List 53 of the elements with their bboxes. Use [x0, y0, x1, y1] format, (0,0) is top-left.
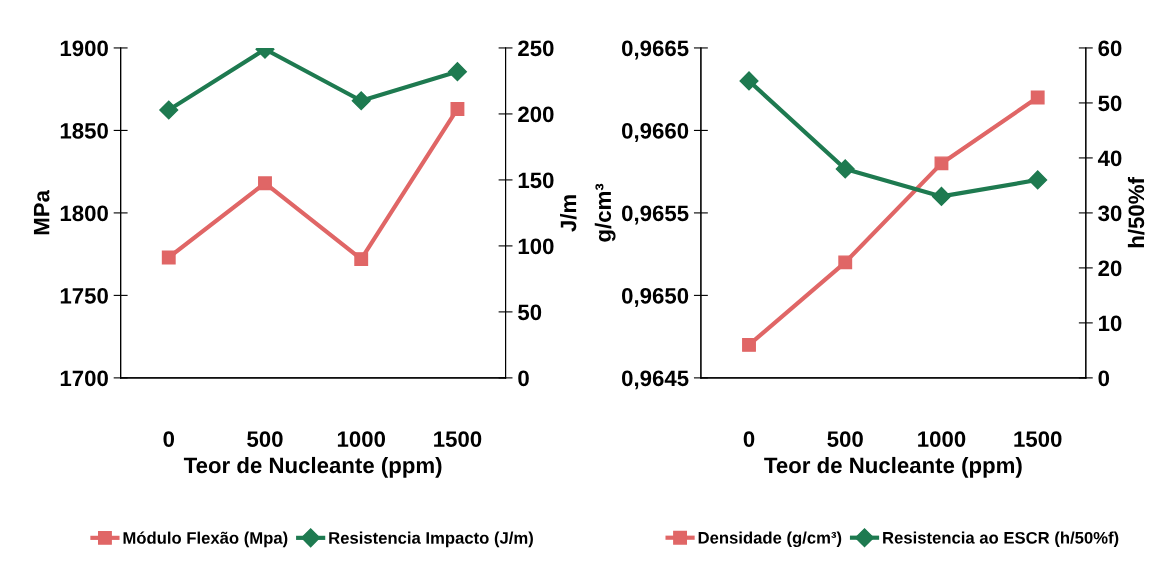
x-tick-label: 1000 [918, 431, 966, 447]
point [742, 337, 756, 352]
point [835, 159, 855, 179]
y2-tick-label: 50 [518, 304, 542, 321]
legend-label: Resistencia ao ESCR (h/50%f) [883, 531, 1119, 547]
y-tick-label: 1800 [60, 205, 108, 222]
legend-label: Resistencia Impacto (J/m) [329, 531, 533, 548]
y-axis-title: g/cm³ [594, 183, 616, 242]
y2-tick-label: 150 [518, 172, 554, 189]
point [161, 250, 176, 265]
point [450, 102, 465, 116]
y-tick-label: 0,9665 [622, 40, 689, 60]
y2-tick-label: 60 [1098, 40, 1122, 57]
y2-tick-label: 200 [518, 106, 554, 123]
legend-label: Densidade (g/cm³) [698, 531, 842, 548]
y2-tick-label: 250 [518, 40, 554, 57]
point [258, 176, 272, 191]
x-tick-label: 500 [827, 431, 863, 447]
y-tick-label: 0,9655 [622, 205, 689, 225]
point [934, 156, 949, 171]
legend-label: Módulo Flexão (Mpa) [123, 531, 288, 548]
y2-tick-label: 30 [1098, 205, 1122, 222]
x-axis-title: Teor de Nucleante (ppm) [764, 456, 1022, 478]
point [739, 71, 759, 91]
y-tick-label: 1700 [60, 370, 108, 387]
x-tick-label: 1500 [434, 431, 482, 447]
y2-tick-label: 0 [518, 370, 529, 387]
point [1028, 170, 1048, 190]
point [354, 252, 369, 267]
y-tick-label: 1750 [60, 287, 108, 304]
y2-axis-title: J/m [559, 195, 577, 232]
y-axis-title: MPa [33, 189, 50, 235]
y-tick-label: 1850 [60, 122, 108, 139]
y2-tick-label: 10 [1099, 315, 1122, 332]
y2-axis-title: h/50%f [1127, 177, 1145, 248]
x-axis-title: Teor de Nucleante (ppm) [183, 456, 442, 478]
point [931, 186, 951, 206]
point [838, 255, 853, 270]
x-tick-label: 1500 [1014, 431, 1062, 447]
x-tick-label: 500 [247, 431, 283, 447]
y-tick-label: 0,9660 [622, 122, 689, 142]
y-tick-label: 0,9645 [622, 370, 689, 390]
y2-tick-label: 100 [518, 238, 554, 255]
y2-tick-label: 20 [1098, 260, 1122, 277]
y2-tick-label: 50 [1098, 95, 1122, 112]
y2-tick-label: 0 [1098, 370, 1110, 387]
y2-tick-label: 40 [1097, 150, 1122, 167]
point [1030, 90, 1045, 105]
x-tick-label: 1000 [337, 431, 386, 447]
y-tick-label: 0,9650 [622, 287, 689, 307]
y-tick-label: 1900 [60, 40, 108, 57]
x-tick-label: 0 [743, 431, 755, 447]
x-tick-label: 0 [163, 431, 175, 447]
